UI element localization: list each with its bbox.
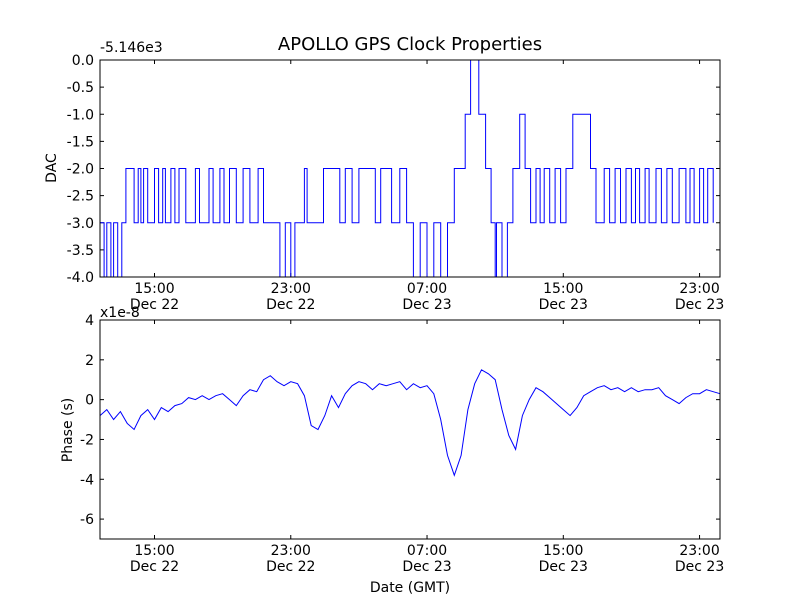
dac-xtick-date-label: Dec 23 xyxy=(402,297,451,313)
phase-x-axis-label: Date (GMT) xyxy=(370,580,450,596)
dac-xtick-date-label: Dec 22 xyxy=(130,297,179,313)
chart-title: APOLLO GPS Clock Properties xyxy=(278,34,542,55)
phase-xtick-date-label: Dec 22 xyxy=(130,559,179,575)
dac-xtick-time-label: 23:00 xyxy=(271,281,311,297)
phase-series xyxy=(99,369,721,477)
dac-xtick-date-label: Dec 22 xyxy=(266,297,315,313)
dac-series-line xyxy=(100,59,714,278)
phase-xtick-time-label: 23:00 xyxy=(679,543,719,559)
dac-ytick-label: -4.0 xyxy=(67,270,94,286)
dac-xtick-time-label: 15:00 xyxy=(134,281,174,297)
dac-ytick-label: -3.5 xyxy=(67,243,94,259)
phase-xtick-time-label: 15:00 xyxy=(134,543,174,559)
phase-ytick-label: -4 xyxy=(80,472,94,488)
dac-xtick-date-label: Dec 23 xyxy=(675,297,724,313)
dac-xtick-date-label: Dec 23 xyxy=(539,297,588,313)
dac-ytick-label: 0.0 xyxy=(72,53,94,69)
dac-ytick-label: -0.5 xyxy=(67,80,94,96)
dac-plot-frame xyxy=(99,59,721,278)
phase-ytick-label: -6 xyxy=(80,512,94,528)
dac-ytick-label: -2.5 xyxy=(67,189,94,205)
phase-plot-frame xyxy=(99,319,721,540)
dac-series xyxy=(100,59,714,278)
phase-ytick-label: 0 xyxy=(85,393,94,409)
phase-xtick-date-label: Dec 23 xyxy=(675,559,724,575)
phase-y-axis-label: Phase (s) xyxy=(60,398,76,462)
phase-ytick-label: -2 xyxy=(80,432,94,448)
dac-ytick-label: -2.0 xyxy=(67,162,94,178)
phase-offset-label: x1e-8 xyxy=(100,305,140,321)
dac-panel: -5.146e3 DAC 0.0 -0.5 -1.0 -1.5 -2.0 -2.5 -3.0… xyxy=(44,40,724,313)
phase-xtick-date-label: Dec 23 xyxy=(402,559,451,575)
dac-ticks: 0.0 -0.5 -1.0 -1.5 -2.0 -2.5 -3.0 -3.5 -4.0 15:00… xyxy=(67,53,725,313)
dac-ytick-label: -3.0 xyxy=(67,216,94,232)
dac-y-axis-label: DAC xyxy=(44,153,60,183)
phase-xtick-date-label: Dec 23 xyxy=(539,559,588,575)
phase-xtick-time-label: 23:00 xyxy=(271,543,311,559)
phase-ytick-label: 4 xyxy=(85,313,94,329)
dac-xtick-time-label: 23:00 xyxy=(679,281,719,297)
phase-series-line xyxy=(99,369,721,477)
phase-ytick-label: 2 xyxy=(85,353,94,369)
phase-xtick-date-label: Dec 22 xyxy=(266,559,315,575)
dac-ytick-label: -1.5 xyxy=(67,134,94,150)
dac-xtick-time-label: 15:00 xyxy=(543,281,583,297)
phase-xtick-time-label: 07:00 xyxy=(407,543,447,559)
phase-xtick-time-label: 15:00 xyxy=(543,543,583,559)
dac-ytick-label: -1.0 xyxy=(67,107,94,123)
dac-offset-label: -5.146e3 xyxy=(100,40,163,56)
dac-xtick-time-label: 07:00 xyxy=(407,281,447,297)
